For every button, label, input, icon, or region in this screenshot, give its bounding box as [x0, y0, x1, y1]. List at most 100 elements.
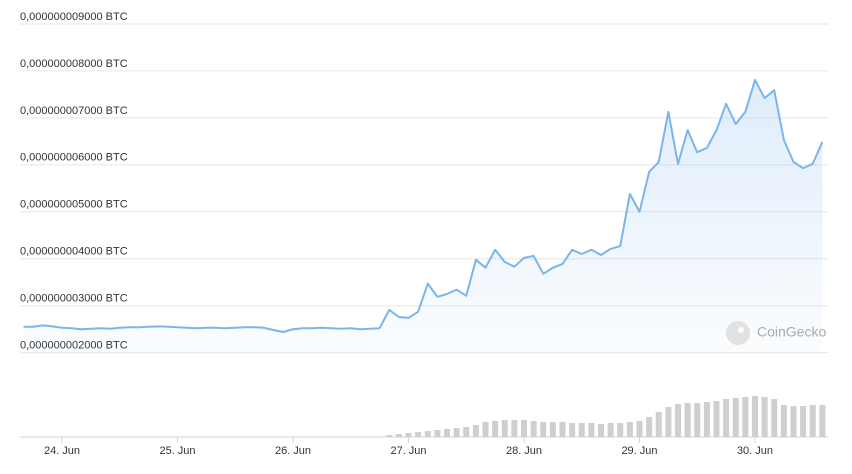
volume-bar	[751, 396, 758, 437]
volume-bar	[597, 424, 604, 437]
volume-bar	[49, 436, 56, 437]
volume-bar	[703, 402, 710, 437]
volume-bar	[578, 423, 585, 437]
watermark: CoinGecko	[726, 321, 826, 345]
volume-bar	[318, 436, 325, 437]
volume-bar	[357, 436, 364, 437]
y-tick-label: 0,000000004000 BTC	[20, 246, 128, 258]
volume-bar	[193, 436, 200, 437]
watermark-text: CoinGecko	[757, 324, 826, 340]
volume-bar	[530, 421, 537, 437]
x-tick-label: 28. Jun	[506, 445, 542, 457]
y-tick-label: 0,000000005000 BTC	[20, 199, 128, 211]
volume-bar	[126, 436, 133, 437]
y-tick-label: 0,000000007000 BTC	[20, 105, 128, 117]
y-tick-label: 0,000000009000 BTC	[20, 11, 128, 23]
volume-bar	[395, 434, 402, 437]
volume-bar	[761, 397, 768, 437]
volume-bar	[501, 420, 508, 437]
volume-bar	[472, 425, 479, 437]
volume-bar	[482, 422, 489, 437]
volume-bar	[174, 436, 181, 437]
volume-bar	[116, 436, 123, 437]
volume-bar	[540, 422, 547, 437]
volume-bar	[732, 398, 739, 437]
volume-bar	[78, 436, 85, 437]
volume-bar	[549, 422, 556, 437]
volume-bar	[328, 436, 335, 437]
y-tick-label: 0,000000006000 BTC	[20, 152, 128, 164]
volume-bar	[492, 421, 499, 437]
x-tick-label: 30. Jun	[737, 445, 773, 457]
volume-bar	[674, 404, 681, 437]
volume-bar	[309, 436, 316, 437]
volume-bar	[145, 436, 152, 437]
volume-bar	[241, 436, 248, 437]
volume-bar	[588, 423, 595, 437]
volume-bar	[251, 436, 258, 437]
volume-bar	[290, 436, 297, 437]
volume-bar	[39, 436, 46, 437]
volume-bar	[780, 405, 787, 437]
volume-bar	[463, 427, 470, 437]
volume-bar	[559, 422, 566, 437]
volume-bar	[415, 432, 422, 437]
volume-bar	[569, 423, 576, 437]
volume-bar	[694, 403, 701, 437]
volume-bar	[444, 429, 451, 437]
volume-bar	[338, 436, 345, 437]
volume-bar	[261, 436, 268, 437]
volume-bar	[742, 397, 749, 437]
volume-bar	[97, 436, 104, 437]
watermark-logo-eye	[738, 327, 744, 333]
price-line	[23, 78, 824, 333]
volume-bar	[270, 436, 277, 437]
volume-bar	[30, 436, 37, 437]
volume-bar	[771, 399, 778, 437]
y-tick-label: 0,000000003000 BTC	[20, 293, 128, 305]
volume-bar	[164, 436, 171, 437]
volume-bar	[107, 436, 114, 437]
volume-bar	[405, 433, 412, 437]
volume-bar	[59, 436, 66, 437]
volume-bar	[136, 436, 143, 437]
volume-bar	[68, 436, 75, 437]
volume-bar	[646, 417, 653, 437]
volume-bar	[800, 406, 807, 437]
volume-bar	[424, 431, 431, 437]
volume-bar	[723, 399, 730, 437]
x-tick-label: 29. Jun	[621, 445, 657, 457]
volume-bar	[20, 436, 27, 437]
volume-bar	[299, 436, 306, 437]
volume-bar	[280, 436, 287, 437]
volume-bar	[636, 421, 643, 437]
volume-bar	[376, 436, 383, 437]
price-area	[23, 79, 823, 356]
volume-bar	[367, 436, 374, 437]
volume-bar	[184, 436, 191, 437]
volume-bar	[155, 436, 162, 437]
volume-bar	[434, 430, 441, 437]
volume-bar	[607, 423, 614, 437]
y-tick-label: 0,000000008000 BTC	[20, 58, 128, 70]
volume-bar	[347, 436, 354, 437]
volume-bar	[655, 412, 662, 437]
volume-bar	[521, 420, 528, 437]
x-tick-label: 25. Jun	[159, 445, 195, 457]
volume-bar	[232, 436, 239, 437]
volume-bar	[809, 405, 816, 437]
volume-bar	[665, 407, 672, 437]
x-tick-label: 27. Jun	[390, 445, 426, 457]
volume-bar	[617, 423, 624, 437]
volume-bar	[819, 405, 826, 437]
volume-bar	[203, 436, 210, 437]
x-tick-label: 24. Jun	[44, 445, 80, 457]
volume-bar	[713, 401, 720, 437]
volume-bar	[626, 422, 633, 437]
volume-bar	[453, 428, 460, 437]
x-tick-label: 26. Jun	[275, 445, 311, 457]
watermark-logo	[726, 321, 750, 345]
volume-bar	[790, 406, 797, 437]
volume-bar	[511, 420, 518, 437]
